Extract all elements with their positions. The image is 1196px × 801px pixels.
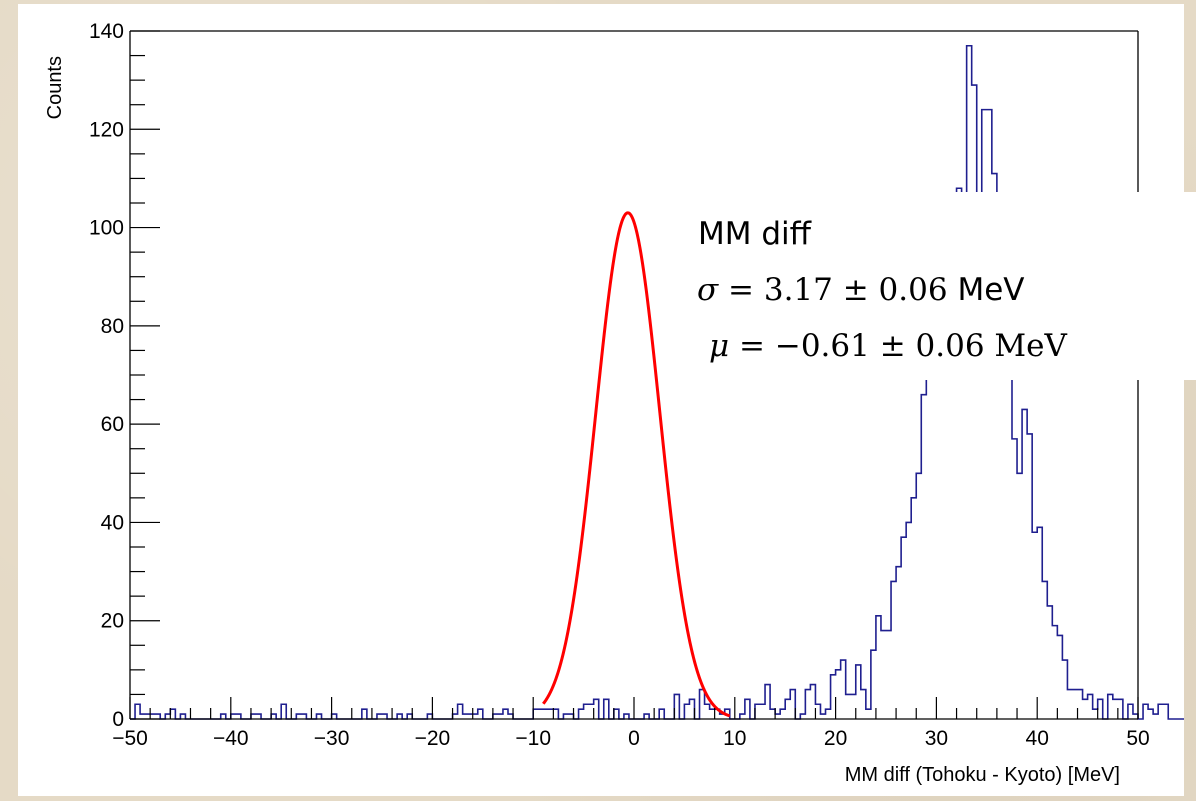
y-tick-label: 60	[101, 413, 124, 436]
y-tick-label: 20	[101, 610, 124, 633]
axis-ticks	[129, 30, 1139, 720]
mu-value: = −0.61 ± 0.06 MeV	[729, 328, 1067, 364]
x-tick-label: −30	[314, 727, 350, 750]
x-tick-label: 50	[1126, 727, 1149, 750]
sigma-value: = 3.17 ± 0.06	[718, 272, 958, 308]
x-axis-label: MM diff (Tohoku - Kyoto) [MeV]	[845, 764, 1120, 786]
tick-labels: −50 −40 −30 −20 −10 0 10 20 30 40 50 0 20 40 60 80 100 12…	[89, 20, 1150, 750]
x-tick-label: 20	[824, 727, 847, 750]
y-tick-label: 100	[89, 217, 124, 240]
annotation-title: MM diff	[698, 216, 811, 252]
x-tick-label: −40	[213, 727, 249, 750]
y-tick-label: 80	[101, 315, 124, 338]
x-tick-label: 10	[723, 727, 746, 750]
plot-canvas: −50 −40 −30 −20 −10 0 10 20 30 40 50 0 20 40 60 80 100 12…	[18, 4, 1184, 796]
x-tick-label: 40	[1026, 727, 1049, 750]
y-tick-label: 120	[89, 118, 124, 141]
sigma-unit: MeV	[957, 272, 1025, 308]
sigma-symbol: σ	[697, 272, 719, 308]
mu-symbol: μ	[709, 328, 730, 364]
y-tick-label: 140	[89, 20, 124, 43]
y-tick-label: 0	[112, 708, 124, 731]
x-tick-label: 0	[628, 727, 640, 750]
x-tick-label: −50	[112, 727, 148, 750]
x-tick-label: 30	[925, 727, 948, 750]
annotation-mu: μ = −0.61 ± 0.06 MeV	[709, 328, 1067, 364]
gaussian-fit-curve	[542, 211, 731, 718]
histogram-plot: −50 −40 −30 −20 −10 0 10 20 30 40 50 0 20 40 60 80 100 12…	[44, 20, 1184, 786]
annotation-sigma: σ = 3.17 ± 0.06 MeV	[697, 272, 1024, 308]
x-tick-label: −20	[415, 727, 451, 750]
x-tick-label: −10	[515, 727, 551, 750]
y-axis-label: Counts	[44, 56, 66, 119]
fit-layer	[542, 211, 731, 718]
fit-annotation-box: MM diff σ = 3.17 ± 0.06 MeV μ = −0.61 ± …	[685, 192, 1196, 380]
y-tick-label: 40	[101, 511, 124, 534]
